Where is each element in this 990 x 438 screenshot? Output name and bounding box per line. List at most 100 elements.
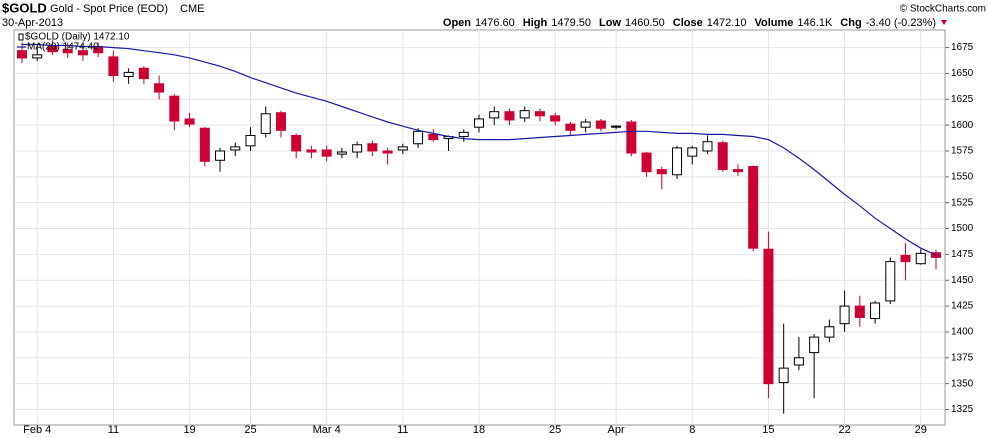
x-tick-label: 29 [915, 424, 927, 436]
candle-body [291, 134, 302, 152]
legend-swatch [18, 33, 24, 41]
credit: © StockCharts.com [900, 4, 986, 15]
y-tick-label: 1500 [951, 223, 974, 234]
candle-body [504, 111, 515, 121]
candle-body [656, 169, 667, 175]
legend-label: $GOLD (Daily) 1472.10 [25, 32, 130, 43]
candle-body [595, 120, 606, 129]
candle-body [230, 146, 241, 151]
candle-body [900, 254, 911, 263]
candle-body [275, 112, 286, 131]
candle-body [885, 261, 896, 302]
candle-body [428, 133, 439, 141]
x-tick-label: 18 [473, 424, 485, 436]
y-tick-label: 1625 [951, 94, 974, 105]
chart-title: $GOLD [2, 0, 47, 15]
y-tick-label: 1600 [951, 120, 974, 131]
candle-body [687, 147, 698, 157]
y-tick-label: 1450 [951, 275, 974, 286]
x-tick-label: Feb 4 [23, 424, 51, 436]
candle-body [870, 302, 881, 319]
candle-body [62, 49, 73, 54]
candle-body [17, 50, 27, 59]
candle-body [47, 46, 58, 53]
quote-value: 1479.50 [551, 17, 591, 29]
chart-subtitle: Gold - Spot Price (EOD) [50, 3, 168, 15]
y-tick-label: 1575 [951, 146, 974, 157]
candle-body [580, 121, 591, 128]
candle-body [565, 123, 576, 131]
candle-body [717, 142, 728, 171]
x-tick-label: 8 [689, 424, 695, 436]
candle-body [489, 111, 500, 119]
y-tick-label: 1550 [951, 171, 974, 182]
candle-body [824, 326, 835, 338]
candle-body [550, 115, 561, 122]
candle-body [778, 367, 789, 384]
candle-body [626, 121, 637, 154]
candle-body [382, 150, 393, 154]
quote-label: Close [673, 17, 703, 29]
candle-body [672, 147, 683, 176]
x-tick-label: Mar 4 [313, 424, 341, 436]
candle-body [809, 336, 820, 354]
candle-body [77, 50, 88, 56]
exchange: CME [180, 3, 204, 15]
quote-label: Low [599, 17, 621, 29]
quote-label: Volume [755, 17, 794, 29]
x-tick-label: 11 [397, 424, 408, 436]
candle-body [138, 67, 149, 80]
candle-body [336, 151, 347, 155]
candle-body [32, 54, 43, 59]
y-tick-label: 1425 [951, 301, 974, 312]
change-arrow [941, 20, 947, 25]
candle-body [397, 146, 408, 151]
candle-body [352, 144, 363, 153]
y-tick-label: 1325 [951, 404, 974, 415]
quote-label: Open [443, 17, 471, 29]
candle-body [184, 118, 195, 125]
candle-body [732, 169, 743, 173]
candle-body [123, 71, 134, 78]
x-tick-label: 25 [549, 424, 561, 436]
y-tick-label: 1375 [951, 352, 974, 363]
candle-body [367, 143, 378, 152]
candle-body [260, 113, 271, 134]
quote-value: -3.40 (-0.23%) [866, 17, 936, 29]
quote-value: 1472.10 [707, 17, 747, 29]
candle-body [641, 152, 652, 173]
quote-value: 146.1K [797, 17, 833, 29]
candle-body [413, 130, 424, 145]
candle-body [793, 357, 804, 366]
quote-label: High [523, 17, 548, 29]
candle-body [458, 131, 469, 138]
candle-body [215, 150, 226, 161]
candle-body [108, 56, 119, 76]
candle-body [474, 118, 484, 128]
candle-body [611, 125, 622, 128]
candle-body [169, 95, 180, 122]
candle-body [534, 111, 545, 117]
y-tick-label: 1650 [951, 68, 974, 79]
y-tick-label: 1400 [951, 327, 974, 338]
x-tick-label: 22 [838, 424, 850, 436]
y-tick-label: 1350 [951, 378, 974, 389]
quote-value: 1460.50 [625, 17, 665, 29]
y-tick-label: 1525 [951, 197, 974, 208]
x-tick-label: Apr [608, 424, 625, 436]
x-tick-label: 19 [183, 424, 195, 436]
candle-body [854, 305, 865, 318]
y-tick-label: 1475 [951, 249, 974, 260]
candle-body [199, 127, 210, 162]
candle-body [915, 252, 926, 265]
y-tick-label: 1675 [951, 42, 974, 53]
x-tick-label: 11 [108, 424, 119, 436]
date: 30-Apr-2013 [2, 17, 63, 29]
candle-body [702, 141, 713, 152]
ma-line [22, 43, 937, 256]
quote-value: 1476.60 [475, 17, 515, 29]
candle-body [321, 149, 332, 157]
candle-body [519, 110, 530, 119]
